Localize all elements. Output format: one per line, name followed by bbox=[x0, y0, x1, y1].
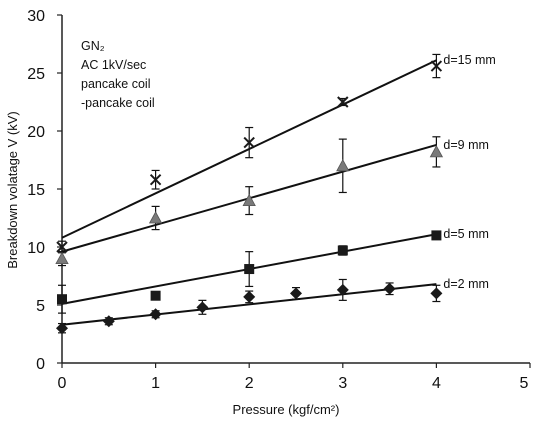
series-labels: d=15 mm d=9 mm d=5 mm d=2 mm bbox=[443, 53, 495, 291]
fit-line bbox=[61, 283, 437, 326]
annotation-line-1: GN₂ bbox=[81, 39, 105, 53]
data-point-diamond bbox=[149, 308, 162, 321]
data-point-square bbox=[57, 294, 67, 305]
data-point-x bbox=[56, 241, 68, 253]
x-tick-label: 0 bbox=[58, 375, 67, 392]
data-point-x bbox=[149, 174, 162, 186]
data-point-diamond bbox=[336, 283, 349, 296]
data-point-x bbox=[337, 96, 349, 108]
x-tick-label: 5 bbox=[520, 375, 529, 392]
data-point-diamond bbox=[102, 315, 115, 328]
data-markers bbox=[55, 60, 444, 335]
condition-annotation: GN₂ AC 1kV/sec pancake coil -pancake coi… bbox=[81, 39, 155, 110]
y-tick-label: 10 bbox=[27, 240, 45, 257]
data-point-square bbox=[244, 264, 255, 275]
series-label: d=2 mm bbox=[443, 277, 489, 291]
y-tick-label: 5 bbox=[36, 298, 45, 315]
series-label: d=15 mm bbox=[443, 53, 495, 67]
data-point-triangle bbox=[336, 158, 350, 172]
y-tick-label: 25 bbox=[27, 66, 45, 83]
data-point-triangle bbox=[55, 251, 69, 264]
data-point-x bbox=[430, 60, 443, 72]
annotation-line-2: AC 1kV/sec bbox=[81, 58, 146, 72]
data-point-triangle bbox=[242, 193, 256, 206]
series-label: d=9 mm bbox=[443, 138, 489, 152]
y-tick-label: 15 bbox=[27, 182, 45, 199]
data-point-diamond bbox=[243, 290, 256, 303]
x-tick-label: 2 bbox=[245, 375, 254, 392]
data-point-diamond bbox=[196, 301, 209, 314]
x-tick-label: 3 bbox=[338, 375, 347, 392]
data-point-diamond bbox=[383, 282, 396, 295]
data-point-diamond bbox=[56, 322, 68, 335]
x-axis-label: Pressure (kgf/cm²) bbox=[233, 402, 340, 417]
data-point-square bbox=[337, 245, 348, 256]
data-point-diamond bbox=[290, 287, 302, 300]
data-point-x bbox=[243, 136, 255, 149]
y-tick-label: 30 bbox=[27, 8, 45, 25]
data-point-triangle bbox=[148, 211, 163, 224]
data-point-diamond bbox=[430, 287, 443, 300]
y-axis-label: Breakdown volatage V (kV) bbox=[5, 111, 20, 269]
data-point-square bbox=[150, 290, 161, 301]
annotation-line-4: -pancake coil bbox=[81, 96, 155, 110]
tick-labels: 0 1 2 3 4 5 0 5 10 15 20 25 30 bbox=[27, 8, 528, 392]
x-tick-label: 4 bbox=[432, 375, 441, 392]
data-point-triangle bbox=[429, 145, 444, 158]
series-label: d=5 mm bbox=[443, 227, 489, 241]
y-tick-label: 0 bbox=[36, 356, 45, 373]
data-point-square bbox=[431, 230, 442, 241]
x-tick-label: 1 bbox=[151, 375, 160, 392]
y-tick-label: 20 bbox=[27, 124, 45, 141]
annotation-line-3: pancake coil bbox=[81, 77, 151, 91]
